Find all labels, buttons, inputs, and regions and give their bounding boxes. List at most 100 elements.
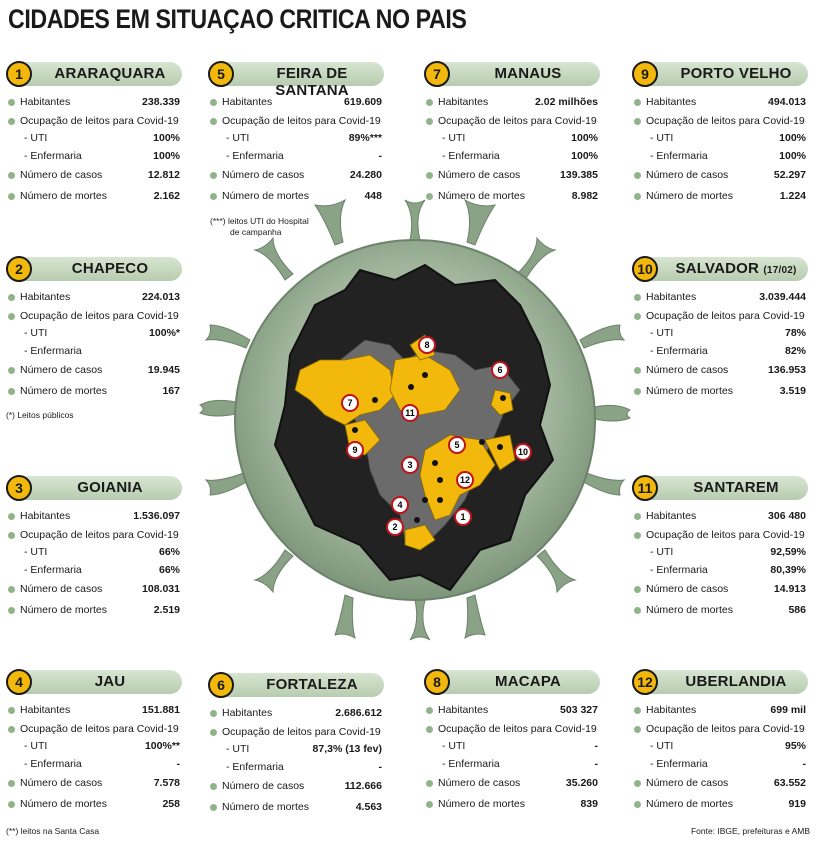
svg-text:6: 6 <box>497 365 502 375</box>
city-header: 1 ARARAQUARA <box>6 61 182 87</box>
stat-label: - Enfermaria <box>226 150 284 162</box>
stat-label: Número de mortes <box>20 190 107 202</box>
stat-label: - UTI <box>650 327 674 339</box>
stat-label: Ocupação de leitos para Covid-19 <box>222 115 381 127</box>
stat-row-mortes: Número de mortes 1.224 <box>632 186 808 207</box>
stat-row-casos: Número de casos 52.297 <box>632 165 808 186</box>
stat-row-enfermaria: - Enfermaria 66% <box>6 561 182 579</box>
stat-value: - <box>802 758 807 770</box>
city-name: MANAUS <box>494 65 562 82</box>
stat-label: - Enfermaria <box>24 758 82 770</box>
stat-row-habitantes: Habitantes 503 327 <box>424 700 600 721</box>
city-header-pill <box>14 476 182 500</box>
bullet-icon <box>8 313 15 320</box>
city-header: 5 FEIRA DE SANTANA <box>208 61 384 99</box>
city-header: 6 FORTALEZA <box>208 672 384 698</box>
stat-value: 100% <box>571 150 598 162</box>
city-header: 9 PORTO VELHO <box>632 61 808 87</box>
bullet-icon <box>634 513 641 520</box>
city-card-9: 9 PORTO VELHO Habitantes 494.013 Ocupação de… <box>632 61 808 207</box>
stat-row-ocupacao: Ocupação de leitos para Covid-19 <box>6 113 182 129</box>
stat-value: 699 mil <box>770 704 806 716</box>
stat-row-casos: Número de casos 136.953 <box>632 360 808 381</box>
stat-value: 12.812 <box>147 169 180 181</box>
city-number-badge: 11 <box>632 475 658 501</box>
stat-row-habitantes: Habitantes 1.536.097 <box>6 506 182 527</box>
bullet-icon <box>210 783 217 790</box>
bullet-icon <box>634 607 641 614</box>
stat-value: 2.02 milhões <box>534 96 598 108</box>
virus-map-svg: 8 6 7 11 9 5 10 3 12 4 1 2 <box>198 198 632 641</box>
stat-label: Ocupação de leitos para Covid-19 <box>20 115 179 127</box>
stat-label: - UTI <box>226 743 250 755</box>
stat-row-habitantes: Habitantes 238.339 <box>6 92 182 113</box>
stat-value: 100% <box>571 132 598 144</box>
stat-label: Habitantes <box>646 704 697 716</box>
bullet-icon <box>634 388 641 395</box>
city-stats: Habitantes 2.686.612 Ocupação de leitos pa… <box>208 703 384 818</box>
city-header-pill <box>640 670 808 694</box>
stat-label: Ocupação de leitos para Covid-19 <box>20 723 179 735</box>
city-header: 12 UBERLANDIA <box>632 669 808 695</box>
stat-label: Ocupação de leitos para Covid-19 <box>20 310 179 322</box>
svg-text:8: 8 <box>424 340 429 350</box>
stat-row-habitantes: Habitantes 151.881 <box>6 700 182 721</box>
city-card-5: 5 FEIRA DE SANTANA Habitantes 619.609 Ocupaç… <box>208 61 384 207</box>
map-pin-8: 8 <box>418 336 436 378</box>
stat-label: Ocupação de leitos para Covid-19 <box>20 529 179 541</box>
map-pin-10: 10 <box>497 443 532 461</box>
stat-label: Número de casos <box>646 777 729 789</box>
stat-label: Habitantes <box>20 704 71 716</box>
stat-value: 95% <box>784 740 806 752</box>
stat-row-uti: - UTI 100%** <box>6 737 182 755</box>
stat-label: Habitantes <box>438 96 489 108</box>
stat-label: Número de casos <box>646 169 729 181</box>
stat-label: Habitantes <box>222 707 273 719</box>
stat-label: Ocupação de leitos para Covid-19 <box>646 310 805 322</box>
stat-label: Número de mortes <box>438 190 525 202</box>
city-header: 11 SANTAREM <box>632 475 808 501</box>
stat-value: - <box>594 740 599 752</box>
stat-value: 100%* <box>149 327 180 339</box>
stat-row-uti: - UTI 66% <box>6 543 182 561</box>
stat-row-ocupacao: Ocupação de leitos para Covid-19 <box>6 527 182 543</box>
stat-label: - UTI <box>442 740 466 752</box>
city-header: 3 GOIANIA <box>6 475 182 501</box>
stat-label: - Enfermaria <box>650 564 708 576</box>
stat-value: 1.536.097 <box>133 510 180 522</box>
stat-row-ocupacao: Ocupação de leitos para Covid-19 <box>208 113 384 129</box>
stat-row-casos: Número de casos 108.031 <box>6 579 182 600</box>
city-header-pill <box>14 670 182 694</box>
stat-value: 24.280 <box>349 169 382 181</box>
city-card-3: 3 GOIANIA Habitantes 1.536.097 Ocupação de l… <box>6 475 182 621</box>
stat-label: - Enfermaria <box>650 345 708 357</box>
bullet-icon <box>634 193 641 200</box>
note-chapeco: (*) Leitos públicos <box>6 410 74 420</box>
city-stats: Habitantes 3.039.444 Ocupação de leitos pa… <box>632 287 808 402</box>
city-name: ARARAQUARA <box>54 65 166 82</box>
stat-label: - UTI <box>226 132 250 144</box>
stat-value: 224.013 <box>142 291 180 303</box>
stat-label: Número de casos <box>222 169 305 181</box>
stat-row-ocupacao: Ocupação de leitos para Covid-19 <box>632 721 808 737</box>
city-name: SANTAREM <box>693 479 779 496</box>
stat-row-casos: Número de casos 7.578 <box>6 773 182 794</box>
stat-row-enfermaria: - Enfermaria - <box>208 758 384 776</box>
stat-row-uti: - UTI 87,3% (13 fev) <box>208 740 384 758</box>
city-card-1: 1 ARARAQUARA Habitantes 238.339 Ocupação de … <box>6 61 182 207</box>
stat-row-casos: Número de casos 35.260 <box>424 773 600 794</box>
city-stats: Habitantes 619.609 Ocupação de leitos para… <box>208 92 384 207</box>
stat-label: - UTI <box>24 327 48 339</box>
city-number-badge: 4 <box>6 669 32 695</box>
stat-value: - <box>378 150 383 162</box>
map-pin-9: 9 <box>346 427 364 459</box>
bullet-icon <box>634 801 641 808</box>
bullet-icon <box>8 532 15 539</box>
stat-label: Número de mortes <box>20 604 107 616</box>
map-pin-6: 6 <box>491 361 509 401</box>
bullet-icon <box>8 707 15 714</box>
stat-label: Ocupação de leitos para Covid-19 <box>438 115 597 127</box>
city-number-badge: 12 <box>632 669 658 695</box>
city-header-pill <box>432 62 600 86</box>
stat-value: 238.339 <box>142 96 180 108</box>
